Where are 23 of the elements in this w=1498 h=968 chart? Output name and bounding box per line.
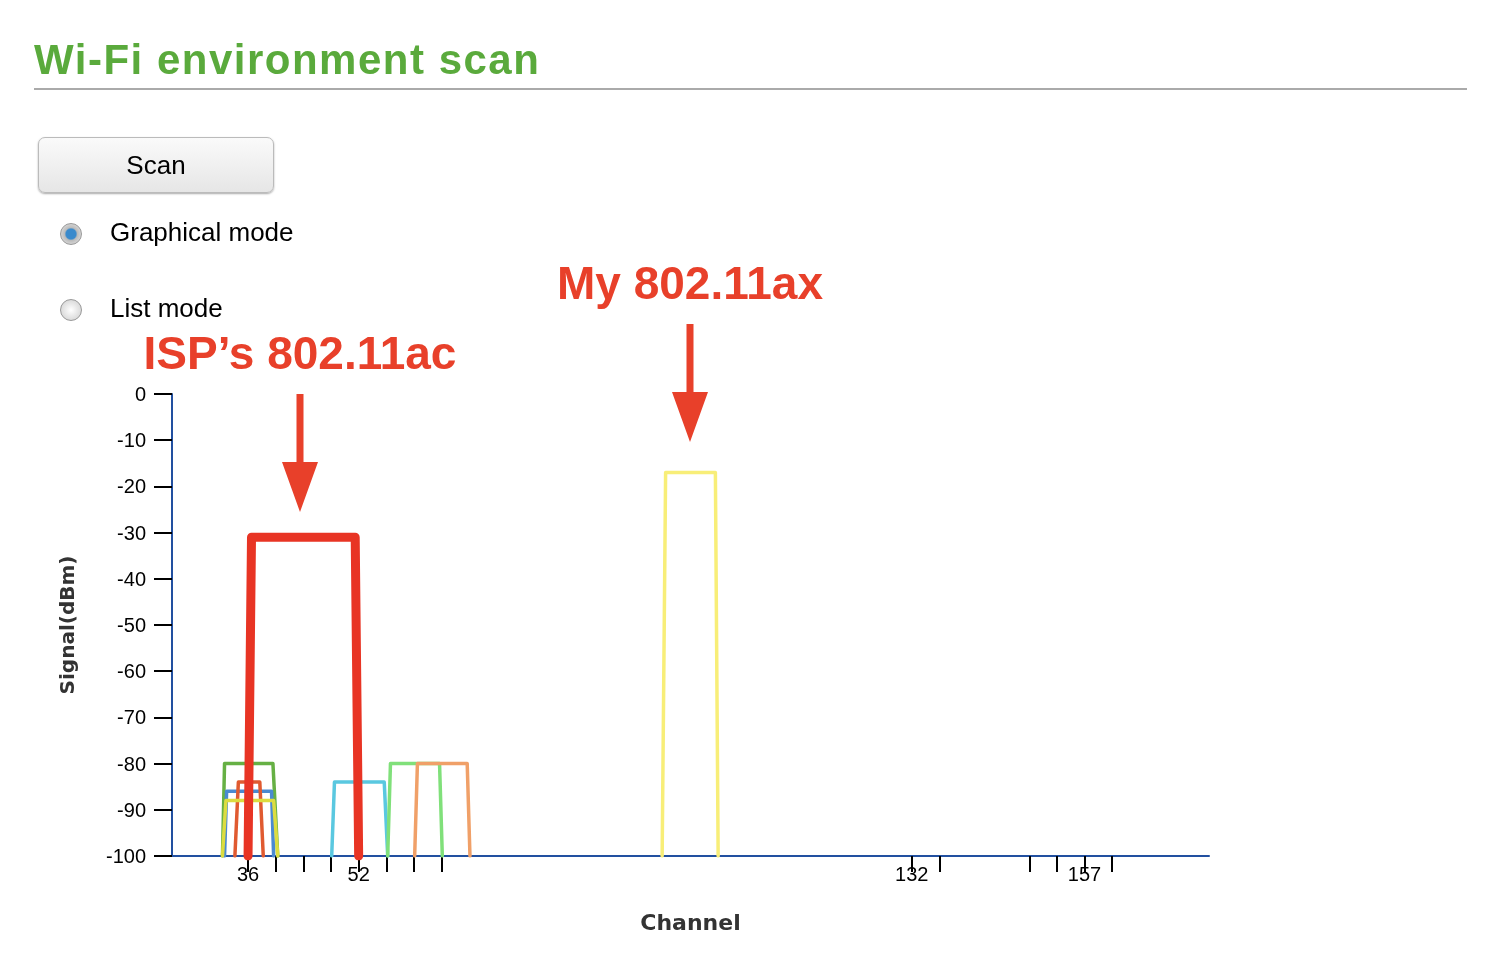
- x-tick-label: 157: [1067, 863, 1102, 885]
- y-tick-label: -70: [117, 706, 146, 729]
- y-tick-label: -60: [117, 660, 146, 683]
- text: List mode: [110, 293, 223, 324]
- x-tick-label: 132: [895, 863, 929, 885]
- y-tick-label: -80: [117, 752, 146, 775]
- y-tick-label: 0: [134, 383, 146, 405]
- x-tick-label: 52: [347, 863, 370, 885]
- x-axis-title: Channel: [640, 909, 741, 935]
- text: ISP’s 802.11ac: [143, 326, 457, 380]
- text: My 802.11ax: [556, 256, 824, 310]
- y-tick-label: -40: [117, 567, 146, 590]
- y-tick-label: -50: [117, 614, 146, 636]
- x-tick-label: 36: [236, 863, 260, 885]
- scan-button: Scan: [38, 137, 274, 193]
- y-tick-label: -90: [117, 798, 146, 821]
- chart-title: Wi-Fi environment scan: [34, 36, 1467, 90]
- y-axis-title: Signal(dBm): [55, 555, 79, 695]
- text: Graphical mode: [110, 217, 294, 248]
- y-tick-label: -10: [117, 429, 146, 452]
- y-tick-label: -30: [117, 521, 146, 544]
- y-tick-label: -100: [105, 845, 146, 867]
- y-tick-label: -20: [117, 475, 146, 498]
